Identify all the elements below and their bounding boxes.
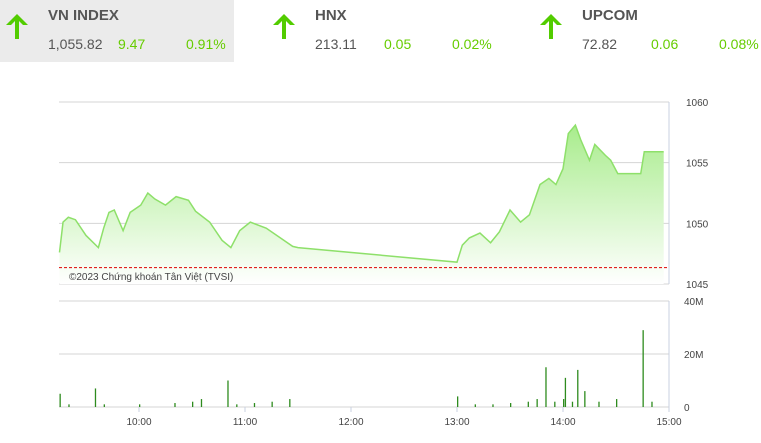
volume-bar <box>563 399 565 407</box>
volume-bar <box>577 369 579 407</box>
arrow-up-icon <box>6 14 28 39</box>
index-tiles: VN INDEX 1,055.82 9.47 0.91% HNX 213.11 … <box>0 0 761 62</box>
x-tick-label: 12:00 <box>338 417 363 428</box>
tile-hnx[interactable]: HNX 213.11 0.05 0.02% <box>234 0 492 62</box>
volume-bar <box>598 401 600 407</box>
volume-bar <box>200 399 203 407</box>
volume-bar <box>616 399 618 407</box>
x-tick-label: 14:00 <box>550 417 575 428</box>
volume-bar <box>59 393 61 407</box>
y-tick-label: 20M <box>684 350 703 361</box>
volume-bar <box>554 401 556 407</box>
x-tick-label: 15:00 <box>656 417 681 428</box>
index-percent: 0.02% <box>452 36 492 52</box>
volume-bar <box>271 401 273 407</box>
watermark: ©2023 Chứng khoán Tân Việt (TVSI) <box>69 272 233 283</box>
volume-bar <box>236 404 238 407</box>
y-tick-label: 1045 <box>686 280 709 291</box>
price-area <box>59 125 664 284</box>
index-change: 0.06 <box>651 36 679 52</box>
volume-bar <box>94 388 97 407</box>
index-change: 0.05 <box>384 36 412 52</box>
index-value: 213.11 <box>315 36 357 52</box>
volume-bar <box>510 403 512 407</box>
x-tick-label: 13:00 <box>444 417 469 428</box>
index-change: 9.47 <box>118 36 146 52</box>
volume-bar <box>571 401 574 407</box>
volume-bar <box>584 391 586 407</box>
index-name: HNX <box>315 7 347 24</box>
volume-bar <box>651 401 653 407</box>
y-tick-label: 1055 <box>686 159 709 170</box>
volume-bar <box>536 399 538 407</box>
y-tick-label: 1050 <box>686 219 709 230</box>
index-percent: 0.08% <box>719 36 759 52</box>
volume-bar <box>642 330 644 407</box>
volume-bar <box>139 404 141 407</box>
y-tick-label: 1060 <box>686 98 709 109</box>
tile-vn-index[interactable]: VN INDEX 1,055.82 9.47 0.91% <box>0 0 234 62</box>
volume-bar <box>289 399 291 407</box>
index-value: 72.82 <box>582 36 618 52</box>
volume-bar <box>253 403 256 407</box>
arrow-up-icon <box>540 14 562 39</box>
index-value: 1,055.82 <box>48 36 103 52</box>
arrow-up-icon <box>273 14 295 39</box>
x-tick-label: 11:00 <box>233 417 258 428</box>
volume-bar <box>192 401 194 407</box>
volume-bar <box>474 404 476 407</box>
y-tick-label: 40M <box>684 297 703 308</box>
price-line <box>58 123 664 263</box>
volume-bar <box>545 367 547 407</box>
volume-bar <box>103 404 105 407</box>
volume-bar <box>174 403 176 407</box>
index-name: UPCOM <box>582 7 638 24</box>
y-tick-label: 0 <box>684 403 690 414</box>
x-tick-label: 10:00 <box>126 417 151 428</box>
volume-bar <box>527 401 529 407</box>
volume-bar <box>457 396 459 407</box>
volume-bar <box>492 404 494 407</box>
tile-upcom[interactable]: UPCOM 72.82 0.06 0.08% <box>502 0 761 62</box>
volume-bar <box>564 377 567 407</box>
index-percent: 0.91% <box>186 36 226 52</box>
volume-bar <box>227 380 229 407</box>
index-name: VN INDEX <box>48 7 119 24</box>
volume-bar <box>68 404 70 407</box>
